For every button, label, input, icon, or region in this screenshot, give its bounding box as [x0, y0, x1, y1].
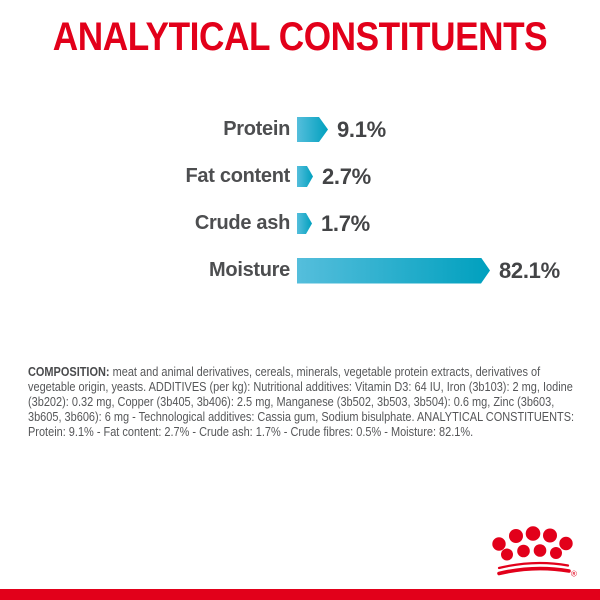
category-label-crude-ash: Crude ash — [194, 212, 290, 234]
page-title: ANALYTICAL CONSTITUENTS — [52, 15, 548, 59]
chart-row-moisture: Moisture 82.1% — [0, 247, 600, 294]
composition-line: COMPOSITION: meat and animal derivatives… — [28, 365, 585, 380]
value-label-moisture: 82.1% — [499, 257, 560, 283]
value-label-crude-ash: 1.7% — [321, 210, 370, 236]
chart-row-crude-ash: Crude ash 1.7% — [0, 200, 600, 247]
composition-text: COMPOSITION: meat and animal derivatives… — [28, 365, 585, 440]
category-label-fat-content: Fat content — [185, 165, 291, 187]
bar-moisture — [297, 258, 490, 284]
value-label-fat-content: 2.7% — [322, 163, 371, 189]
composition-line: (3b202): 0.32 mg, Copper (3b405, 3b406):… — [28, 395, 555, 409]
royal-canin-crown-logo: ® — [492, 526, 577, 579]
crown-swoosh-thin — [497, 561, 570, 570]
composition-line: 3b605, 3b606): 6 mg - Technological addi… — [28, 410, 575, 424]
value-label-protein: 9.1% — [337, 116, 386, 142]
registered-mark: ® — [571, 570, 577, 579]
crown-swoosh-thick — [497, 566, 571, 576]
analytical-constituents-chart: Protein 9.1% Fat content 2.7% Crude ash … — [0, 106, 600, 294]
composition-line: Protein: 9.1% - Fat content: 2.7% - Crud… — [28, 425, 474, 439]
bar-protein — [297, 117, 328, 142]
composition-heading: COMPOSITION: — [28, 365, 110, 379]
chart-row-fat-content: Fat content 2.7% — [0, 153, 600, 200]
category-label-moisture: Moisture — [209, 259, 290, 281]
composition-intro: meat and animal derivatives, cereals, mi… — [109, 365, 541, 379]
category-label-protein: Protein — [223, 118, 290, 140]
composition-line: vegetable origin, yeasts. ADDITIVES (per… — [28, 380, 573, 394]
bar-crude-ash — [297, 213, 312, 234]
bottom-red-stripe — [0, 589, 600, 600]
bar-fat-content — [297, 166, 313, 187]
chart-row-protein: Protein 9.1% — [0, 106, 600, 153]
